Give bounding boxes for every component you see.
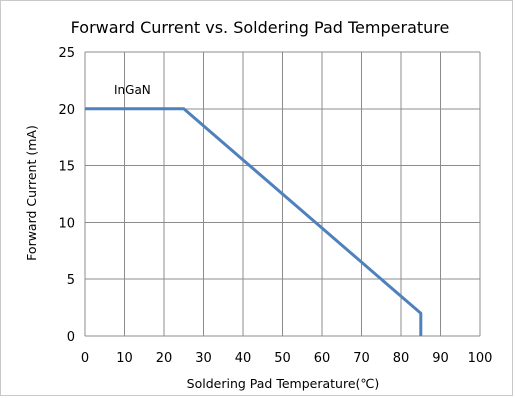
x-tick-label: 90 [432, 351, 449, 366]
x-tick-label: 80 [393, 351, 410, 366]
y-tick-label: 10 [58, 216, 75, 231]
chart-title: Forward Current vs. Soldering Pad Temper… [71, 18, 450, 37]
x-tick-label: 0 [81, 351, 89, 366]
x-tick-label: 10 [116, 351, 133, 366]
x-tick-labels: 0 10 20 30 40 50 60 70 80 90 100 [81, 351, 493, 366]
x-tick-label: 20 [156, 351, 173, 366]
series-layer: InGaN [85, 83, 423, 336]
x-tick-label: 40 [235, 351, 252, 366]
y-tick-label: 25 [58, 46, 75, 61]
y-tick-label: 15 [58, 160, 75, 175]
x-tick-label: 100 [468, 351, 493, 366]
x-tick-label: 50 [274, 351, 291, 366]
y-tick-label: 20 [58, 103, 75, 118]
plot-grid [84, 51, 481, 337]
y-tick-label: 0 [67, 330, 75, 345]
y-axis-label: Forward Current (mA) [24, 125, 39, 261]
series-label-ingan: InGaN [114, 83, 151, 97]
y-tick-label: 5 [67, 273, 75, 288]
x-tick-label: 70 [353, 351, 370, 366]
x-axis-label: Soldering Pad Temperature(℃) [187, 376, 380, 391]
x-tick-label: 30 [195, 351, 212, 366]
series-line-ingan [85, 107, 423, 336]
x-tick-label: 60 [314, 351, 331, 366]
y-tick-labels: 0 5 10 15 20 25 [58, 46, 75, 345]
